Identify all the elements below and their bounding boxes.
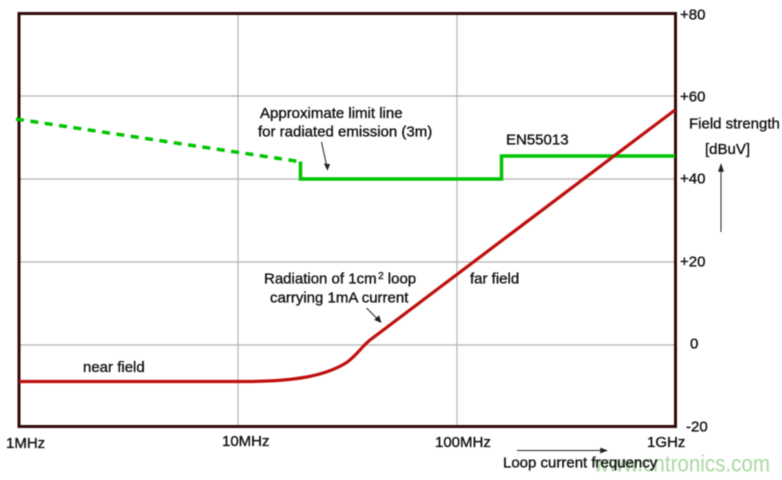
svg-text:+40: +40 <box>680 170 705 187</box>
svg-text:Loop current frequency: Loop current frequency <box>503 455 658 472</box>
svg-text:+60: +60 <box>680 88 705 105</box>
svg-text:+20: +20 <box>680 253 705 270</box>
svg-text:www.cntronics.com: www.cntronics.com <box>593 451 770 477</box>
svg-text:far field: far field <box>470 271 519 288</box>
svg-text:1GHz: 1GHz <box>647 434 685 451</box>
svg-text:100MHz: 100MHz <box>435 434 491 451</box>
svg-text:1MHz: 1MHz <box>6 435 45 452</box>
svg-text:EN55013: EN55013 <box>506 132 569 149</box>
svg-text:[dBuV]: [dBuV] <box>705 141 750 158</box>
svg-text:0: 0 <box>690 335 698 352</box>
svg-text:Approximate limit line: Approximate limit line <box>260 105 403 122</box>
svg-text:for radiated emission (3m): for radiated emission (3m) <box>258 123 432 140</box>
svg-text:near field: near field <box>83 359 145 376</box>
svg-text:-20: -20 <box>686 418 708 435</box>
svg-text:carrying 1mA current: carrying 1mA current <box>270 290 409 307</box>
svg-text:10MHz: 10MHz <box>222 433 270 450</box>
svg-text:+80: +80 <box>680 6 705 23</box>
svg-text:Field strength: Field strength <box>689 116 780 133</box>
